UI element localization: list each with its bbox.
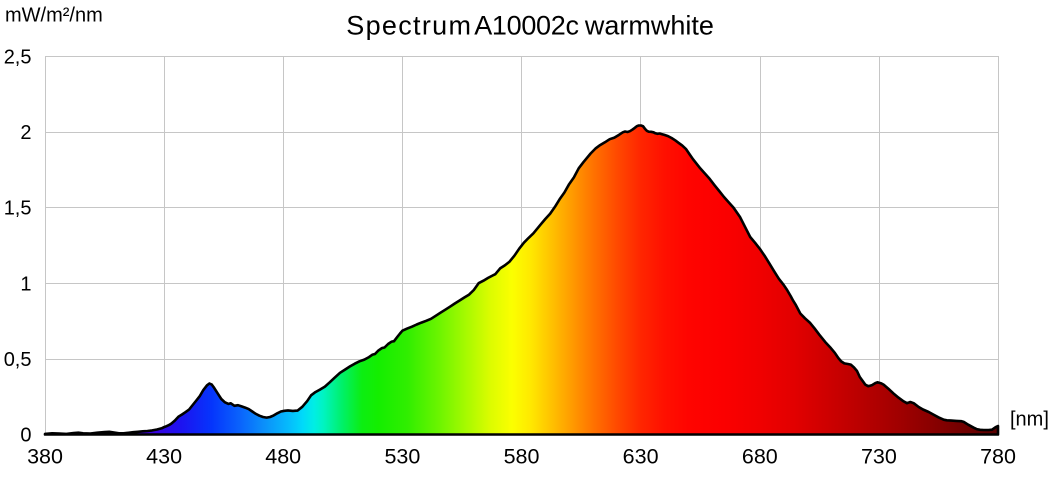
svg-text:380: 380: [27, 445, 63, 469]
svg-text:580: 580: [504, 445, 540, 469]
svg-text:1,5: 1,5: [4, 198, 32, 220]
svg-text:630: 630: [623, 445, 659, 469]
svg-text:[nm]: [nm]: [1010, 409, 1049, 431]
svg-text:warmwhite: warmwhite: [584, 10, 714, 40]
svg-text:1: 1: [20, 273, 31, 295]
svg-text:0: 0: [20, 425, 31, 447]
svg-text:2: 2: [20, 122, 31, 144]
svg-text:A10002c: A10002c: [474, 10, 579, 40]
svg-text:2,5: 2,5: [4, 47, 32, 69]
svg-text:530: 530: [384, 445, 420, 469]
svg-text:680: 680: [742, 445, 778, 469]
svg-text:Spectrum: Spectrum: [346, 10, 472, 40]
svg-text:780: 780: [980, 445, 1016, 469]
svg-text:730: 730: [861, 445, 897, 469]
svg-text:430: 430: [146, 445, 182, 469]
svg-text:480: 480: [265, 445, 301, 469]
svg-text:mW/m²/nm: mW/m²/nm: [5, 5, 103, 27]
svg-text:0,5: 0,5: [4, 349, 32, 371]
